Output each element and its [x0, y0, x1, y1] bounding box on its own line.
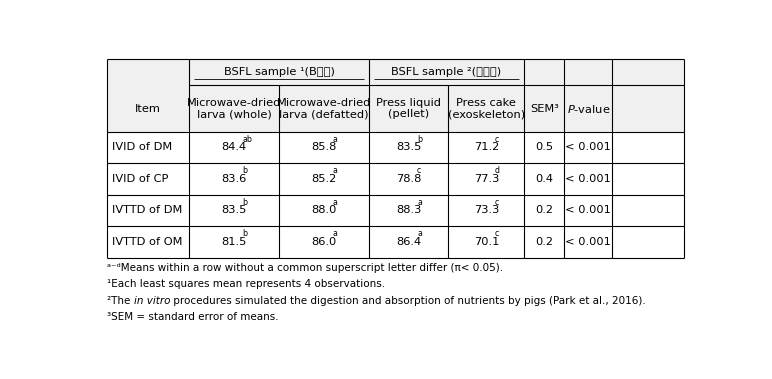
Text: ³SEM = standard error of means.: ³SEM = standard error of means.	[107, 312, 279, 322]
Text: b: b	[242, 198, 248, 207]
Text: 86.0: 86.0	[311, 237, 337, 247]
Text: 70.1: 70.1	[473, 237, 499, 247]
Bar	[107, 59, 684, 85]
Text: 78.8: 78.8	[396, 174, 422, 184]
Text: BSFL sample ²(농과원): BSFL sample ²(농과원)	[391, 67, 502, 77]
Text: < 0.001: < 0.001	[565, 174, 611, 184]
Text: IVTTD of OM: IVTTD of OM	[112, 237, 182, 247]
Text: b: b	[242, 229, 248, 238]
Text: 84.4: 84.4	[222, 143, 247, 152]
Text: ¹Each least squares mean represents 4 observations.: ¹Each least squares mean represents 4 ob…	[107, 279, 385, 289]
Text: 73.3: 73.3	[473, 205, 499, 215]
Text: a: a	[417, 198, 422, 207]
Text: 86.4: 86.4	[396, 237, 421, 247]
Text: IVTTD of DM: IVTTD of DM	[112, 205, 182, 215]
Text: Microwave-dried
larva (defatted): Microwave-dried larva (defatted)	[276, 98, 371, 119]
Text: IVID of DM: IVID of DM	[112, 143, 172, 152]
Text: in vitro: in vitro	[134, 296, 171, 305]
Text: 85.8: 85.8	[311, 143, 337, 152]
Text: < 0.001: < 0.001	[565, 237, 611, 247]
Text: < 0.001: < 0.001	[565, 205, 611, 215]
Text: IVID of CP: IVID of CP	[112, 174, 168, 184]
Text: a: a	[417, 229, 422, 238]
Text: 85.2: 85.2	[311, 174, 337, 184]
Text: c: c	[417, 166, 422, 175]
Text: 71.2: 71.2	[474, 143, 499, 152]
Text: ab: ab	[242, 135, 252, 144]
Text: c: c	[495, 198, 499, 207]
Text: a: a	[333, 229, 337, 238]
Text: b: b	[417, 135, 422, 144]
Text: < 0.001: < 0.001	[565, 143, 611, 152]
Text: a: a	[333, 198, 337, 207]
Text: 83.5: 83.5	[222, 205, 247, 215]
Text: 0.4: 0.4	[535, 174, 554, 184]
Text: d: d	[495, 166, 499, 175]
Text: a: a	[333, 166, 337, 175]
Text: 83.5: 83.5	[396, 143, 422, 152]
Text: SEM³: SEM³	[530, 103, 559, 114]
Text: BSFL sample ¹(B상통): BSFL sample ¹(B상통)	[224, 67, 334, 77]
Text: Press cake
(exoskeleton): Press cake (exoskeleton)	[448, 98, 525, 119]
Text: procedures simulated the digestion and absorption of nutrients by pigs (Park et : procedures simulated the digestion and a…	[171, 296, 646, 305]
Text: 77.3: 77.3	[473, 174, 499, 184]
Text: $\it{P}$-value: $\it{P}$-value	[567, 102, 610, 114]
Text: 0.2: 0.2	[535, 237, 554, 247]
Text: 0.5: 0.5	[535, 143, 554, 152]
Text: Press liquid
(pellet): Press liquid (pellet)	[376, 98, 441, 119]
Text: a: a	[333, 135, 337, 144]
Text: c: c	[495, 135, 499, 144]
Text: c: c	[495, 229, 499, 238]
Text: Microwave-dried
larva (whole): Microwave-dried larva (whole)	[187, 98, 281, 119]
Text: ²The: ²The	[107, 296, 134, 305]
Text: b: b	[242, 166, 248, 175]
Bar	[107, 85, 684, 132]
Text: ᵃ⁻ᵈMeans within a row without a common superscript letter differ (π< 0.05).: ᵃ⁻ᵈMeans within a row without a common s…	[107, 263, 503, 273]
Text: Item: Item	[135, 103, 161, 114]
Text: 0.2: 0.2	[535, 205, 554, 215]
Text: 83.6: 83.6	[222, 174, 247, 184]
Text: 81.5: 81.5	[222, 237, 247, 247]
Text: 88.0: 88.0	[311, 205, 337, 215]
Text: 88.3: 88.3	[396, 205, 422, 215]
